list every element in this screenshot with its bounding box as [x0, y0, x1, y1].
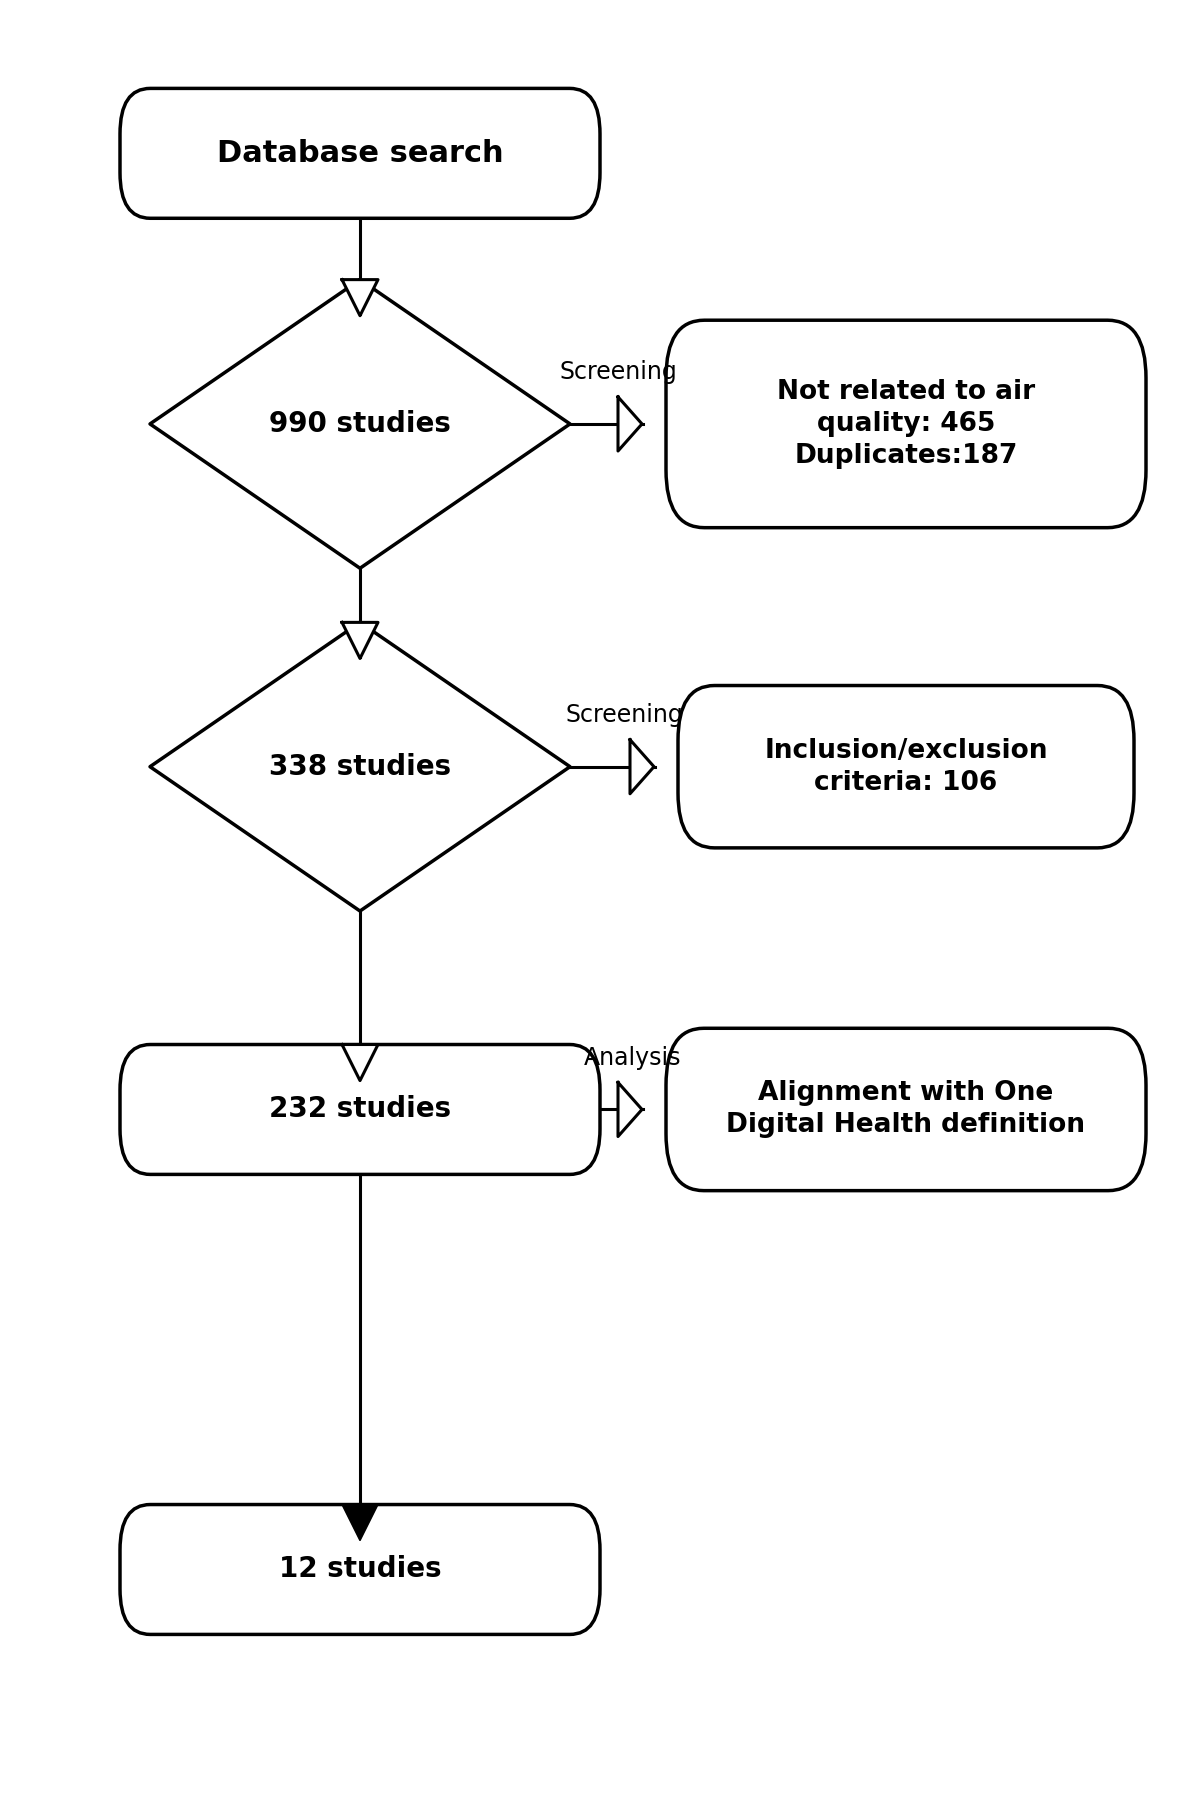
- FancyBboxPatch shape: [678, 686, 1134, 848]
- Text: 232 studies: 232 studies: [269, 1095, 451, 1124]
- Text: 990 studies: 990 studies: [269, 410, 451, 438]
- Text: 12 studies: 12 studies: [278, 1555, 442, 1584]
- Polygon shape: [342, 1045, 378, 1081]
- Polygon shape: [618, 397, 642, 451]
- Text: 338 studies: 338 studies: [269, 752, 451, 781]
- FancyBboxPatch shape: [666, 321, 1146, 529]
- Polygon shape: [342, 622, 378, 658]
- FancyBboxPatch shape: [120, 1505, 600, 1634]
- Polygon shape: [630, 740, 654, 794]
- Polygon shape: [150, 622, 570, 911]
- Text: Not related to air
quality: 465
Duplicates:187: Not related to air quality: 465 Duplicat…: [776, 379, 1036, 469]
- Polygon shape: [342, 1505, 378, 1541]
- Polygon shape: [342, 280, 378, 316]
- FancyBboxPatch shape: [666, 1028, 1146, 1191]
- FancyBboxPatch shape: [120, 1045, 600, 1174]
- Text: Analysis: Analysis: [584, 1046, 682, 1070]
- Text: Database search: Database search: [217, 139, 503, 168]
- Polygon shape: [150, 280, 570, 568]
- Text: Screening: Screening: [565, 704, 683, 727]
- Text: Screening: Screening: [559, 361, 677, 384]
- FancyBboxPatch shape: [120, 88, 600, 218]
- Text: Inclusion/exclusion
criteria: 106: Inclusion/exclusion criteria: 106: [764, 738, 1048, 796]
- Polygon shape: [618, 1082, 642, 1137]
- Text: Alignment with One
Digital Health definition: Alignment with One Digital Health defini…: [726, 1081, 1086, 1138]
